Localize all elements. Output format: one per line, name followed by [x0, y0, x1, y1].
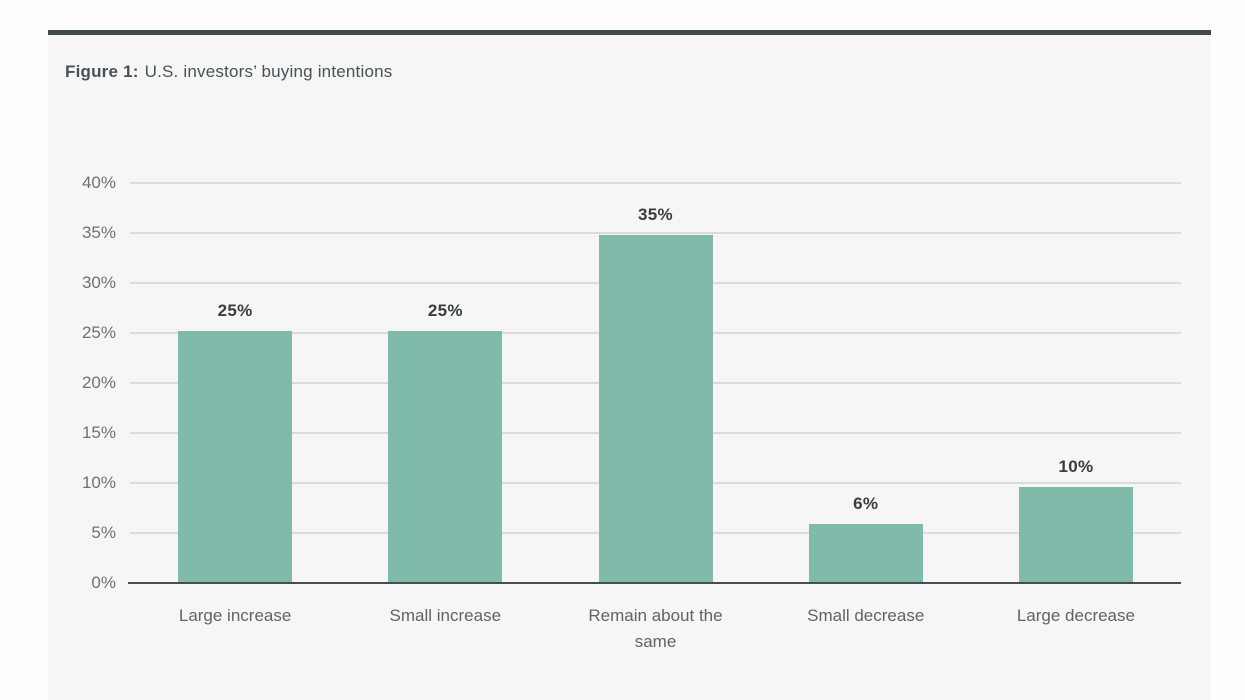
y-axis-tick-label: 35% — [81, 223, 116, 242]
bar — [178, 331, 293, 583]
bar-group: 25% Small increase — [340, 183, 550, 625]
figure-title: Figure 1: U.S. investors’ buying intentio… — [65, 62, 392, 82]
bar-value-label: 6% — [853, 494, 879, 513]
y-axis-tick-label: 30% — [81, 273, 116, 292]
bar-group: 35% Remain about the same — [550, 183, 760, 651]
y-axis-tick-label: 40% — [81, 173, 116, 192]
y-axis-tick-label: 25% — [81, 323, 116, 342]
x-axis-category-label: Small decrease — [807, 606, 925, 625]
bar-group: 10% Large decrease — [971, 183, 1181, 625]
x-axis-category-label: Large increase — [178, 606, 292, 625]
x-axis-category-label: Small increase — [389, 606, 502, 625]
bar — [1018, 487, 1133, 583]
bar-chart: 0% 5% 10% 15% 20% 25% 30% 35% 40% 25% Large increa… — [82, 173, 1181, 651]
y-axis-tick-label: 15% — [81, 423, 116, 442]
figure-panel: Figure 1: U.S. investors’ buying intentio… — [48, 30, 1211, 700]
bars-layer: 25% Large increase 25% Small increase 35% Rem… — [130, 183, 1181, 651]
bar-group: 6% Small decrease — [761, 183, 971, 625]
bar-group: 25% Large increase — [130, 183, 340, 625]
y-axis-tick-label: 10% — [81, 473, 116, 492]
figure-number-label: Figure 1: — [65, 62, 139, 81]
gridline — [130, 182, 1181, 184]
bar-value-label: 35% — [638, 205, 673, 224]
figure-caption: U.S. investors’ buying intentions — [144, 62, 393, 81]
x-axis-line — [128, 582, 1181, 584]
bar — [598, 235, 713, 583]
bar-value-label: 25% — [427, 301, 463, 320]
bar-value-label: 25% — [217, 301, 253, 320]
gridline — [130, 232, 1181, 234]
y-axis-tick-label: 5% — [91, 523, 116, 542]
x-axis-category-label: Large decrease — [1016, 606, 1135, 625]
bar-value-label: 10% — [1058, 457, 1094, 476]
bar — [388, 331, 503, 583]
y-axis-tick-label: 0% — [91, 573, 116, 592]
x-axis-category-label: Remain about the same — [588, 606, 723, 652]
bar — [808, 524, 923, 583]
y-axis-tick-label: 20% — [81, 373, 116, 392]
